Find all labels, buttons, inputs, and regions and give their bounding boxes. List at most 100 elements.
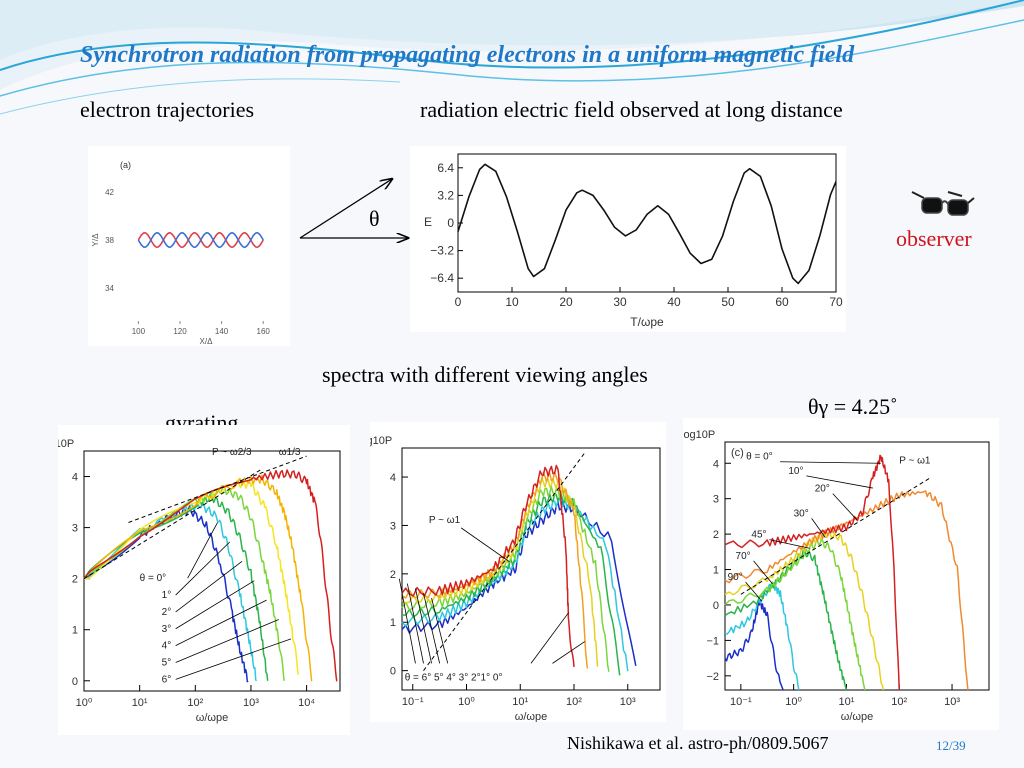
x-tick-label: 10⁻¹ xyxy=(402,696,424,708)
annotation-arrow xyxy=(175,619,279,663)
annotation-arrow xyxy=(187,522,218,579)
spectrum-line xyxy=(83,486,286,681)
annotation-arrow xyxy=(175,580,255,630)
x-tick-label: 120 xyxy=(173,327,187,336)
plot-frame xyxy=(724,441,990,691)
theta-label: θ xyxy=(369,206,380,231)
annotation-arrow xyxy=(745,581,763,602)
velocity-arrow xyxy=(299,179,392,239)
spectrum-line xyxy=(724,538,866,691)
annotation-arrow xyxy=(175,560,243,613)
y-axis-label: log10P xyxy=(58,438,74,450)
x-tick-label: 10³ xyxy=(620,696,636,708)
annotation-arrow xyxy=(811,518,826,538)
spectrum-line xyxy=(83,469,338,682)
x-tick-label: 50 xyxy=(721,295,735,309)
annotation-arrow xyxy=(406,583,424,664)
annotation-arrow xyxy=(460,527,510,563)
x-tick-label: 10⁻¹ xyxy=(730,696,752,708)
y-tick-label: 0 xyxy=(447,216,454,230)
x-axis-label: X/Δ xyxy=(200,337,214,346)
x-tick-label: 10³ xyxy=(944,696,960,708)
x-tick-label: 10⁰ xyxy=(458,696,475,708)
trajectory-panel: (a) 100 120 140 160 42 38 34 X/Δ Y/Δ xyxy=(88,146,290,346)
annotation: P ~ ω2/3 xyxy=(212,447,252,458)
x-tick-label: 10¹ xyxy=(838,696,854,708)
y-tick-label: 1 xyxy=(72,625,78,637)
x-tick-label: 10² xyxy=(566,696,582,708)
x-tick-label: 10⁰ xyxy=(76,697,93,709)
trajectory-chart: (a) 100 120 140 160 42 38 34 X/Δ Y/Δ xyxy=(91,160,271,346)
spectrum-line xyxy=(401,485,610,672)
annotation: P ~ ω1 xyxy=(429,515,461,526)
x-tick-label: 10² xyxy=(187,697,203,709)
angle-diagram xyxy=(299,175,416,245)
power-law-dashed-line xyxy=(423,452,586,671)
label-field: radiation electric field observed at lon… xyxy=(420,97,843,122)
spectrum-gyrating-panel: 10⁰ 10¹ 10² 10³ 10⁴ 4 3 2 1 0 ω/ωpe log10P P ~ ω2/3 ω… xyxy=(58,425,350,735)
y-tick-label: 3 xyxy=(390,520,396,532)
x-tick-label: 40 xyxy=(667,295,681,309)
x-tick-label: 10² xyxy=(891,696,907,708)
y-tick-label: 2 xyxy=(713,529,719,541)
spectrum-line xyxy=(401,464,575,667)
spectrum-line xyxy=(83,479,300,675)
spectrum-large-angle-chart: (c) 10⁻¹ 10⁰ 10¹ 10² 10³ 4 3 2 1 0 −1 −2 ω/ωpe log10P P… xyxy=(683,429,990,723)
spectrum-line xyxy=(724,490,969,691)
y-tick-label: −2 xyxy=(706,671,719,683)
annotation-arrow xyxy=(423,593,441,664)
spectrum-line xyxy=(401,471,589,669)
y-tick-label: 3.2 xyxy=(437,188,454,202)
label-observer: observer xyxy=(896,226,972,251)
y-tick-label: −3.2 xyxy=(430,244,454,258)
angle-label: 6° xyxy=(162,674,172,685)
angle-label: 10° xyxy=(788,466,803,477)
spectrum-small-angle-chart: 10⁻¹ 10⁰ 10¹ 10² 10³ 4 3 2 1 0 ω/ωpe log10P P ~ ω1 θ … xyxy=(370,435,661,722)
angle-label: 1° xyxy=(162,590,172,601)
spectrum-line xyxy=(83,474,313,682)
label-spectra: spectra with different viewing angles xyxy=(322,362,648,387)
annotation-arrow xyxy=(175,599,267,646)
efield-panel: 0 10 20 30 40 50 60 70 6.4 3.2 0 −3.2 −6.4 E T/ωpe xyxy=(410,146,846,332)
citation: Nishikawa et al. astro-ph/0809.5067 xyxy=(567,733,829,753)
angle-label: 90° xyxy=(728,572,743,583)
y-tick-label: 42 xyxy=(105,188,114,197)
spectrum-large-angle-panel: (c) 10⁻¹ 10⁰ 10¹ 10² 10³ 4 3 2 1 0 −1 −2 ω/ωpe log10P P… xyxy=(683,418,999,730)
annotation-arrow xyxy=(530,612,569,664)
y-tick-label: 4 xyxy=(72,472,78,484)
spectrum-line xyxy=(83,493,269,681)
power-law-dashed-line xyxy=(128,455,307,523)
y-tick-label: 2 xyxy=(390,569,396,581)
plot-frame xyxy=(401,447,661,691)
y-axis-label: E xyxy=(424,215,432,229)
panel-label: (a) xyxy=(120,160,131,170)
x-tick-label: 20 xyxy=(559,295,573,309)
y-tick-label: −1 xyxy=(706,635,719,647)
y-tick-label: 0 xyxy=(713,600,719,612)
angle-label: θ = 0° xyxy=(746,452,773,463)
annotation-arrow xyxy=(780,461,881,464)
efield-line xyxy=(457,163,837,285)
x-tick-label: 10¹ xyxy=(512,696,528,708)
annotation-arrow xyxy=(552,641,585,664)
x-tick-label: 160 xyxy=(257,327,271,336)
annotation: P ~ ω1 xyxy=(899,455,931,466)
spectrum-line xyxy=(724,454,900,691)
annotation-arrow xyxy=(431,597,449,664)
x-axis-label: T/ωpe xyxy=(630,315,664,329)
x-tick-label: 0 xyxy=(455,295,462,309)
x-tick-label: 140 xyxy=(215,327,229,336)
x-axis-label: ω/ωpe xyxy=(196,712,228,724)
x-tick-label: 10 xyxy=(505,295,519,309)
y-axis-label: log10P xyxy=(370,435,392,447)
x-tick-label: 10⁴ xyxy=(298,697,315,709)
trajectory-line xyxy=(137,231,264,249)
y-tick-label: 1 xyxy=(713,565,719,577)
annotation: ω1/3 xyxy=(279,447,301,458)
spectrum-gyrating-chart: 10⁰ 10¹ 10² 10³ 10⁴ 4 3 2 1 0 ω/ωpe log10P P ~ ω2/3 ω… xyxy=(58,438,341,724)
x-tick-label: 10⁰ xyxy=(785,696,802,708)
spectrum-line xyxy=(724,582,800,691)
page-number: 12/39 xyxy=(936,738,966,753)
slide-title: Synchrotron radiation from propagating e… xyxy=(80,42,855,68)
